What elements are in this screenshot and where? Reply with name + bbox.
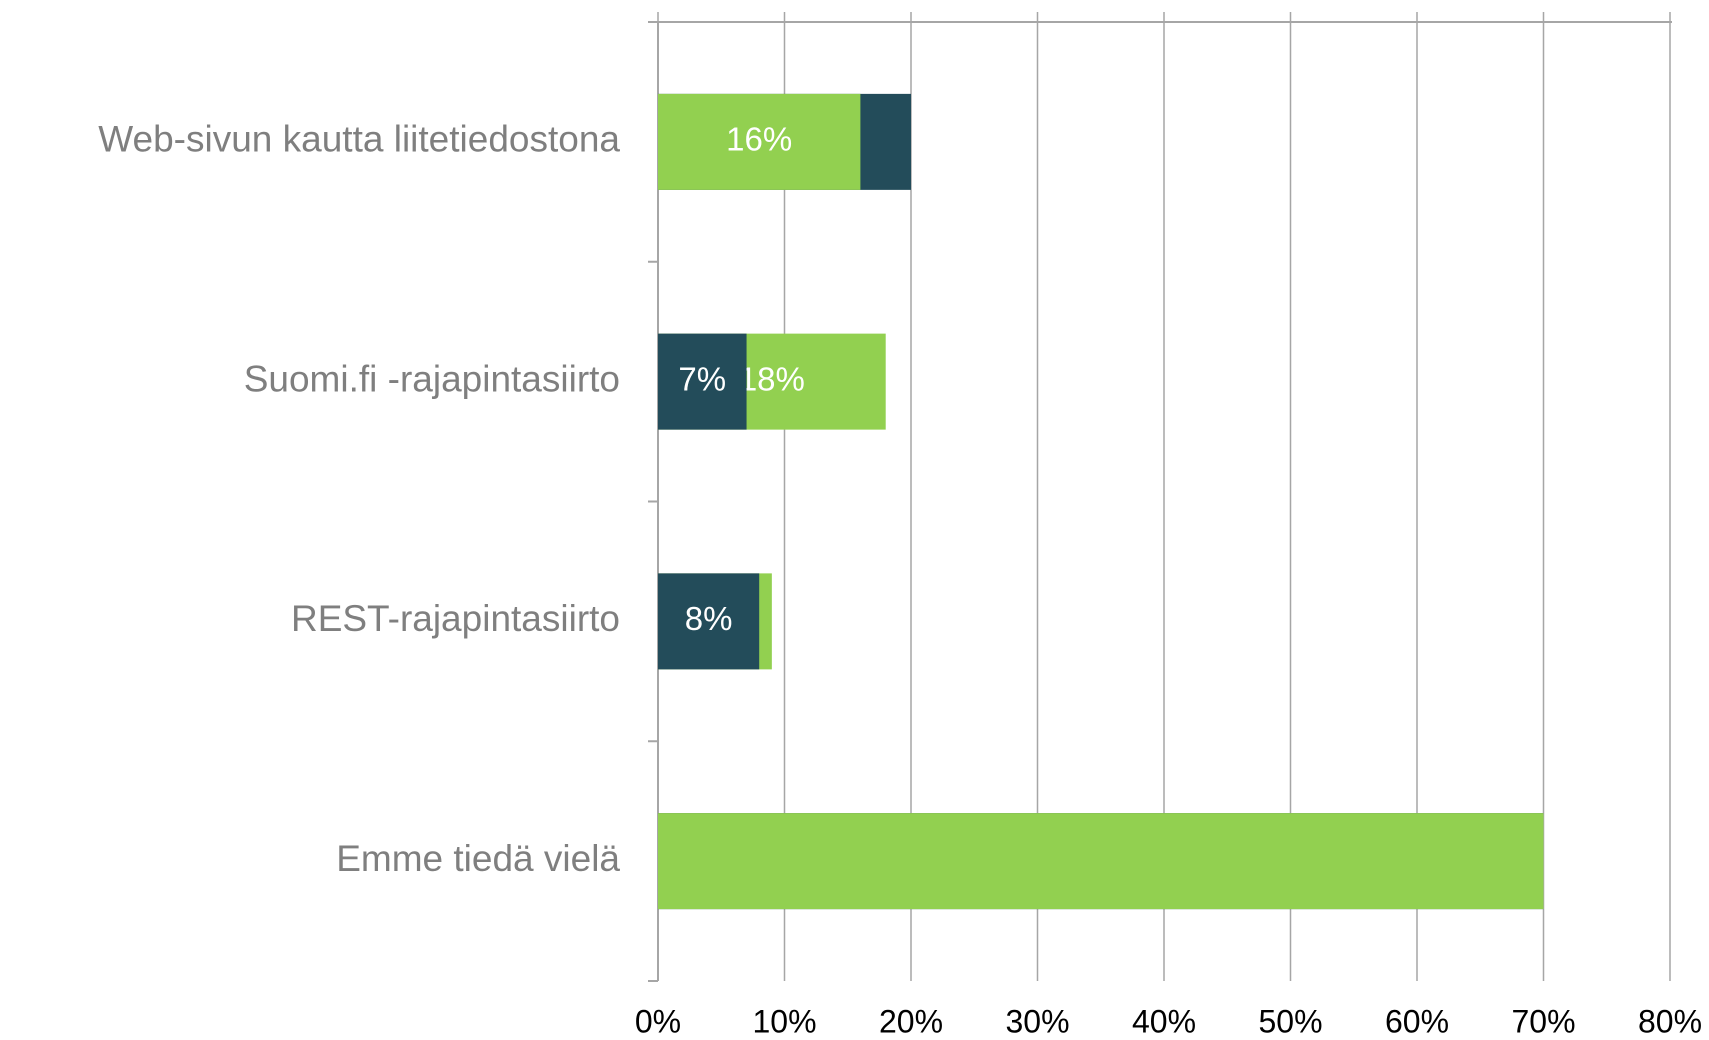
x-tick-label: 30% — [1005, 1003, 1069, 1039]
bar — [658, 333, 747, 430]
x-tick-label: 50% — [1258, 1003, 1322, 1039]
category-label: Emme tiedä vielä — [336, 838, 620, 879]
x-tick-label: 80% — [1638, 1003, 1702, 1039]
bar — [658, 93, 861, 190]
x-tick-label: 60% — [1385, 1003, 1449, 1039]
category-label: REST-rajapintasiirto — [291, 598, 620, 639]
x-tick-label: 20% — [879, 1003, 943, 1039]
bar — [658, 813, 1544, 910]
x-tick-label: 70% — [1511, 1003, 1575, 1039]
category-label: Web-sivun kautta liitetiedostona — [98, 119, 620, 160]
value-label: 16% — [726, 121, 792, 158]
x-tick-label: 40% — [1132, 1003, 1196, 1039]
category-label: Suomi.fi -rajapintasiirto — [244, 358, 620, 399]
x-tick-label: 0% — [635, 1003, 681, 1039]
value-label: 7% — [678, 360, 726, 397]
value-label: 8% — [685, 600, 733, 637]
x-tick-label: 10% — [752, 1003, 816, 1039]
value-label: 18% — [739, 360, 805, 397]
bar — [658, 573, 760, 670]
